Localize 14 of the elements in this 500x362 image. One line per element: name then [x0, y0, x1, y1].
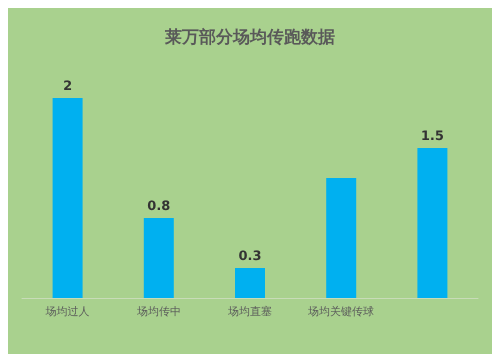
bar: [235, 268, 265, 298]
x-tick-label: 场均传中: [136, 305, 181, 318]
data-label: 2: [63, 79, 72, 94]
x-tick-label: 场均关键传球: [307, 305, 374, 318]
data-label: 0.8: [147, 199, 170, 214]
x-tick-label: 场均过人: [44, 305, 90, 318]
bar: [417, 148, 448, 298]
chart-title: 莱万部分场均传跑数据: [164, 28, 335, 48]
bar: [52, 98, 83, 298]
data-label: 1.5: [420, 129, 444, 144]
bar: [144, 218, 174, 298]
data-label: 0.3: [238, 249, 262, 264]
bar: [326, 178, 356, 298]
x-tick-label: 场均直塞: [227, 305, 272, 318]
